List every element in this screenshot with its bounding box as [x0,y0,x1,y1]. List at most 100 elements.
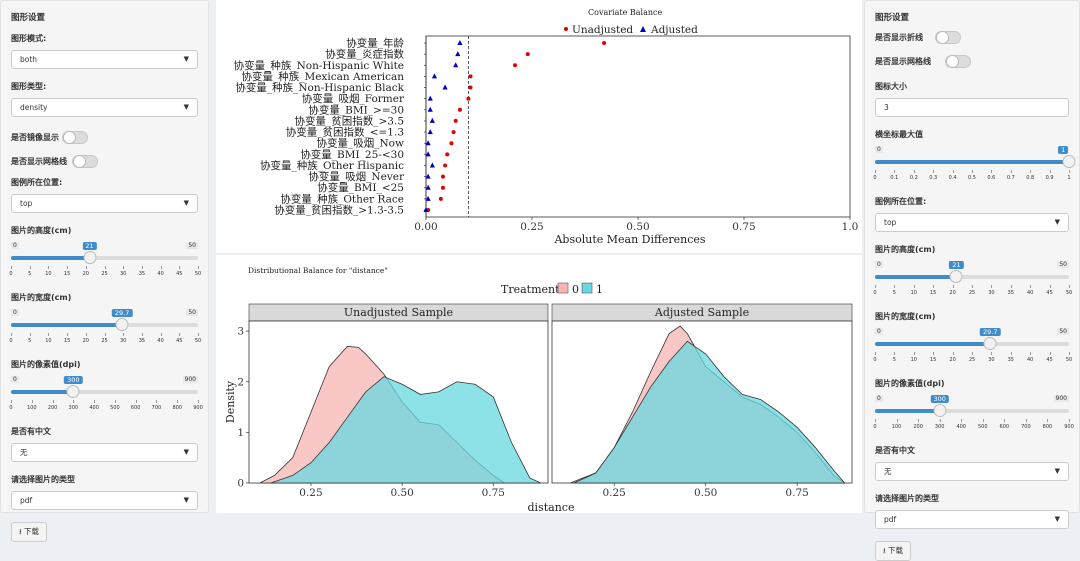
slider-tick [48,333,50,336]
download-button[interactable]: ⭳ 下载 [875,541,912,561]
point-adjusted [429,162,435,168]
slider-tick-label: 800 [172,405,182,411]
slider-tick [991,285,993,288]
slider-track[interactable] [875,409,1069,413]
chinese-select[interactable]: 无 ▼ [875,462,1069,481]
size-input[interactable]: 3 [875,98,1069,117]
slider-handle[interactable] [949,270,963,283]
slider-track[interactable] [875,275,1069,279]
slider-tick-label: 25 [101,271,108,277]
slider-tick [913,285,915,288]
point-adjusted [425,151,431,157]
slider-handle[interactable] [115,318,129,331]
width-slider[interactable]: 0 50 29.7 0 5 10 15 20 25 30 35 40 45 50 [873,328,1072,372]
slider-tick [875,285,876,288]
width-slider[interactable]: 0 50 29.7 0 5 10 15 20 25 30 35 40 45 50 [9,309,201,353]
slider-tick [85,333,87,336]
slider-tick [1069,170,1070,173]
slider-tick [961,419,963,422]
slider-tick [85,266,87,269]
slider-tick [1025,419,1027,422]
slider-min: 0 [875,328,883,335]
legend-select[interactable]: top ▼ [11,194,198,213]
mirror-label: 是否镜像显示 [11,132,59,142]
slider-tick-label: 0.6 [987,175,996,181]
slider-fill [875,342,991,346]
slider-handle[interactable] [66,385,80,398]
slider-tick [1049,170,1051,173]
slider-tick-label: 45 [1046,357,1053,363]
slider-tick [894,352,896,355]
point-adjusted [431,73,438,79]
slider-max: 900 [182,376,198,383]
distributional-balance-svg: Distributional Balance for "distance" Tre… [224,266,853,514]
slider-tick-label: 0 [873,424,877,430]
slider-tick-label: 20 [949,290,956,296]
slider-track[interactable] [11,256,198,260]
slider-handle[interactable] [983,337,997,350]
download-button[interactable]: ⭳ 下载 [11,522,48,542]
slider-tick [179,333,181,336]
point-unadjusted [445,152,450,157]
point-unadjusted [451,130,456,135]
slider-tick [933,285,935,288]
slider-tick-label: 40 [1027,357,1034,363]
point-unadjusted [453,118,458,123]
slider-tick [135,400,137,403]
point-adjusted [423,207,429,212]
y-tick-label: 2 [237,376,244,388]
mode-select[interactable]: both ▼ [11,50,198,69]
xmax-slider[interactable]: 01100.10.20.30.40.50.60.70.80.91 [873,146,1076,190]
slider-max: 50 [1057,328,1069,335]
category-label: 协变量_种族_Mexican American [241,70,404,83]
slider-handle[interactable] [1062,155,1076,168]
slider-tick [896,419,898,422]
type-label: 图形类型: [11,82,47,91]
slider-handle[interactable] [933,404,947,417]
category-label: 协变量_吸烟_Never [308,170,405,183]
slider-tick [1047,419,1049,422]
point-unadjusted [513,63,518,68]
height-slider[interactable]: 0 50 21 0 5 10 15 20 25 30 35 40 45 50 [9,242,201,286]
dpi-slider[interactable]: 0 900 300 0 100 200 300 400 500 600 700 800 900 [873,395,1074,439]
grid-toggle[interactable] [945,54,971,68]
legend-value: top [884,218,897,227]
category-label: 协变量_吸烟_Former [302,92,405,105]
slider-tick-label: 30 [120,271,127,277]
slider-tick-label: 15 [930,290,937,296]
filetype-select[interactable]: pdf ▼ [11,491,198,510]
line-switch-row: 是否显示折线 [875,29,1069,45]
chinese-value: 无 [884,467,892,476]
slider-tick-label: 0.8 [1026,175,1035,181]
slider-tick [972,170,973,173]
facet-title: Adjusted Sample [654,306,749,319]
height-slider[interactable]: 0 50 21 0 5 10 15 20 25 30 35 40 45 50 [873,261,1072,305]
legend-select[interactable]: top ▼ [875,213,1069,232]
point-unadjusted [468,74,473,79]
mirror-toggle[interactable] [62,130,88,144]
slider-tick-label: 35 [1007,357,1014,363]
slider-track[interactable] [11,390,198,394]
slider-handle[interactable] [83,251,97,264]
filetype-value: pdf [20,496,33,505]
chinese-select[interactable]: 无 ▼ [11,443,198,462]
dpi-slider[interactable]: 0 900 300 0 100 200 300 400 500 600 700 800 900 [9,376,203,420]
slider-tick-label: 0 [9,338,13,344]
panel-title: 图形设置 [875,13,910,23]
slider-tick [141,333,143,336]
grid-toggle[interactable] [72,154,98,168]
caret-down-icon: ▼ [183,103,189,111]
slider-value: 21 [949,261,964,269]
slider-tick-label: 200 [913,424,923,430]
slider-tick [1010,170,1012,173]
slider-min: 0 [875,261,883,268]
line-toggle[interactable] [935,30,961,44]
category-label: 协变量_贫困指数_<=1.3 [286,126,404,139]
x-tick-label: 0.50 [390,487,413,499]
mirror-switch-row: 是否镜像显示 [11,129,198,145]
slider-value: 300 [930,395,949,403]
slider-tick [1049,352,1051,355]
y-axis-label: Density [224,380,237,423]
x-tick-label: 0.50 [694,487,717,499]
type-select[interactable]: density ▼ [11,98,198,117]
